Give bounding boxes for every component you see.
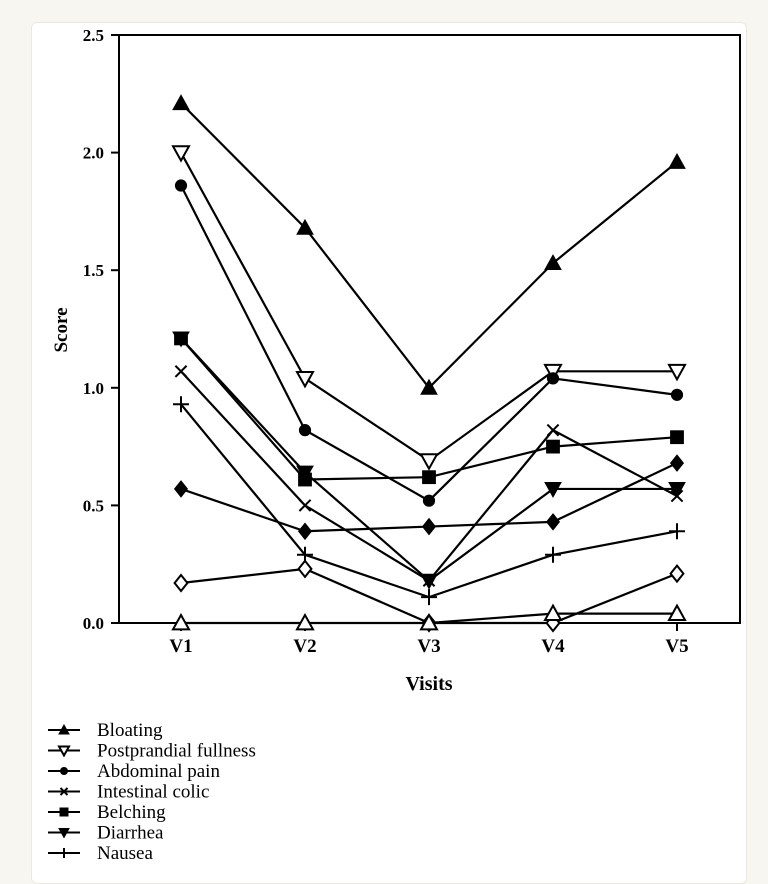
series-belching xyxy=(174,331,684,487)
legend-item: Nausea xyxy=(48,843,153,864)
legend-marker xyxy=(59,787,69,796)
data-point xyxy=(545,513,561,531)
data-point xyxy=(668,482,686,498)
data-point xyxy=(295,612,315,631)
data-point xyxy=(173,573,189,593)
series-line xyxy=(180,152,677,463)
legend-item: Intestinal colic xyxy=(48,782,209,803)
data-point xyxy=(172,331,190,348)
series-line xyxy=(180,102,678,390)
data-point xyxy=(296,218,314,235)
legend-label: Bloating xyxy=(97,720,163,741)
data-point xyxy=(421,517,437,536)
data-point xyxy=(670,430,684,445)
legend-label: Nausea xyxy=(97,843,153,864)
data-point xyxy=(171,612,191,631)
data-point xyxy=(174,179,188,192)
legend-marker xyxy=(59,807,69,817)
legend-marker xyxy=(60,767,68,775)
legend-item: Belching xyxy=(48,802,166,823)
data-point xyxy=(543,603,563,621)
legend-marker xyxy=(59,848,69,858)
series-unnamed-7 xyxy=(173,454,685,541)
plot-frame xyxy=(118,34,741,624)
data-point xyxy=(173,480,189,498)
line-chart: 0.0 0.5 1.0 1.5 2.0 2.5 V1 V2 V3 V4 V5 BloatingPost… xyxy=(48,26,741,864)
data-point xyxy=(297,559,313,579)
data-point xyxy=(171,145,191,163)
legend-label: Belching xyxy=(97,802,166,823)
legend-marker xyxy=(58,723,70,735)
data-point xyxy=(669,523,685,540)
y-axis-label: Score xyxy=(51,307,72,352)
x-tick-label: V4 xyxy=(541,636,565,657)
data-point xyxy=(544,254,562,271)
data-point xyxy=(670,388,684,401)
data-point xyxy=(668,152,686,169)
legend-label: Abdominal pain xyxy=(97,761,220,782)
y-tick-label: 0.5 xyxy=(83,496,104,515)
data-point xyxy=(297,522,313,541)
data-point xyxy=(543,363,563,382)
data-point xyxy=(298,499,312,512)
data-point xyxy=(174,365,188,378)
data-point xyxy=(546,372,560,385)
y-tick-label: 0.0 xyxy=(83,614,104,633)
y-tick-label: 1.0 xyxy=(83,379,104,398)
data-point xyxy=(172,94,190,111)
data-point xyxy=(669,564,685,584)
x-tick-label: V3 xyxy=(417,636,440,657)
x-tick-label: V5 xyxy=(665,636,688,657)
legend-marker xyxy=(58,828,70,839)
series-unnamed-9 xyxy=(171,603,687,631)
data-point xyxy=(545,546,561,563)
x-axis-label: Visits xyxy=(405,673,452,695)
data-point xyxy=(422,470,436,485)
legend-marker xyxy=(57,745,71,758)
y-tick-label: 1.5 xyxy=(83,261,104,280)
y-tick-label: 2.5 xyxy=(83,26,104,45)
figure-card xyxy=(31,22,747,884)
data-point xyxy=(296,465,314,482)
data-point xyxy=(421,589,437,606)
legend-item: Abdominal pain xyxy=(48,761,220,782)
data-point xyxy=(420,378,438,395)
data-point xyxy=(667,363,687,382)
legend-label: Diarrhea xyxy=(97,823,164,844)
data-point xyxy=(669,454,685,472)
legend-label: Intestinal colic xyxy=(97,782,209,803)
data-point xyxy=(295,370,315,389)
data-point xyxy=(419,453,439,471)
series-postprandial-fullness xyxy=(171,145,687,471)
data-point xyxy=(422,494,436,507)
series-diarrhea xyxy=(172,331,686,590)
x-tick-label: V2 xyxy=(293,636,316,657)
legend-item: Postprandial fullness xyxy=(48,741,256,762)
data-point xyxy=(544,482,562,498)
series-abdominal-pain xyxy=(174,179,684,507)
y-tick-label: 2.0 xyxy=(83,144,104,163)
data-point xyxy=(420,573,438,590)
data-point xyxy=(546,439,560,454)
x-tick-label: V1 xyxy=(169,636,192,657)
data-point xyxy=(173,396,189,413)
legend-item: Diarrhea xyxy=(48,823,164,844)
legend-item: Bloating xyxy=(48,720,163,741)
series-bloating xyxy=(172,94,686,395)
data-point xyxy=(419,612,439,631)
legend-label: Postprandial fullness xyxy=(97,741,256,762)
data-point xyxy=(667,603,687,621)
data-point xyxy=(298,424,312,437)
data-point xyxy=(546,423,560,437)
